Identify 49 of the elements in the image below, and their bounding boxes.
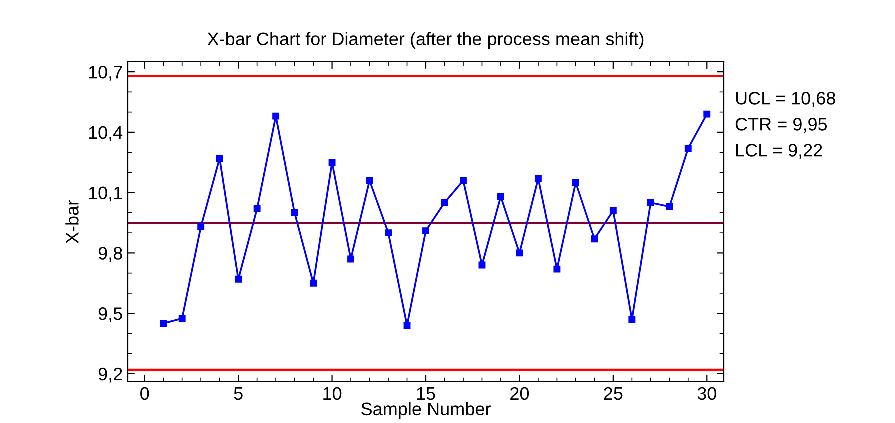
x-tick-label: 0 xyxy=(140,387,150,400)
x-tick-label: 15 xyxy=(417,388,436,400)
point xyxy=(460,177,467,184)
point xyxy=(235,276,242,283)
y-tick-label: 10,4 xyxy=(89,126,123,142)
point xyxy=(328,159,336,166)
y-tick-label: 9,8 xyxy=(98,247,122,262)
point xyxy=(610,207,617,214)
x-axis-title: Sample Number xyxy=(362,402,491,420)
text: LCL = 9,22 xyxy=(736,144,822,159)
point xyxy=(216,155,224,162)
y-tick-label: 10,1 xyxy=(89,186,122,202)
point xyxy=(704,110,711,118)
y-axis-title: X-bar xyxy=(66,200,79,244)
point xyxy=(666,203,674,210)
point xyxy=(647,199,654,206)
x-tick-label: 5 xyxy=(234,388,243,400)
point xyxy=(516,250,524,257)
point xyxy=(310,280,318,287)
point xyxy=(554,266,561,273)
point xyxy=(534,175,542,182)
point xyxy=(572,179,580,186)
point xyxy=(422,228,430,235)
y-tick-label: 10,7 xyxy=(89,66,122,81)
text: CTR = 9,95 xyxy=(736,118,828,133)
x-tick-label: 20 xyxy=(510,387,530,400)
point xyxy=(178,315,186,322)
y-tick-label: 9,2 xyxy=(98,368,122,383)
text: UCL = 10,68 xyxy=(736,92,836,107)
y-tick-label: 9,5 xyxy=(98,308,122,322)
point xyxy=(254,205,261,212)
point xyxy=(385,230,392,237)
point xyxy=(478,262,486,269)
point xyxy=(198,224,205,231)
x-tick-label: 25 xyxy=(604,387,623,400)
x-tick-label: 30 xyxy=(698,387,716,400)
point xyxy=(348,256,355,263)
point xyxy=(366,177,374,184)
point xyxy=(160,320,168,328)
point xyxy=(291,209,298,216)
point xyxy=(497,193,504,200)
point xyxy=(628,316,636,324)
x-tick-label: 10 xyxy=(324,387,342,400)
point xyxy=(591,236,598,243)
point xyxy=(441,199,448,206)
point xyxy=(684,145,692,152)
point xyxy=(404,322,411,330)
point xyxy=(272,112,280,120)
chart-title: X-bar Chart for Diameter (after the process mean shift) xyxy=(208,32,644,50)
